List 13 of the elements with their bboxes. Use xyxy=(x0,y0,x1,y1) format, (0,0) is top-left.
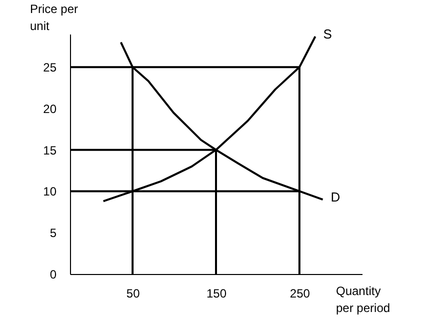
y-tick-label: 20 xyxy=(43,102,57,116)
y-axis-title: Price per unit xyxy=(30,2,78,33)
y-tick-label: 10 xyxy=(43,184,57,199)
x-tick-label: 250 xyxy=(290,286,310,300)
y-tick-label: 25 xyxy=(43,60,57,75)
x-tick-label: 50 xyxy=(126,286,140,300)
series-label: S xyxy=(323,26,332,42)
y-tick-label: 15 xyxy=(43,143,57,158)
x-axis-title: Quantity per period xyxy=(336,284,390,315)
y-tick-label: 5 xyxy=(50,226,57,240)
y-tick-label: 0 xyxy=(50,268,57,282)
x-tick-label: 150 xyxy=(206,286,227,300)
series-label: D xyxy=(330,190,340,205)
